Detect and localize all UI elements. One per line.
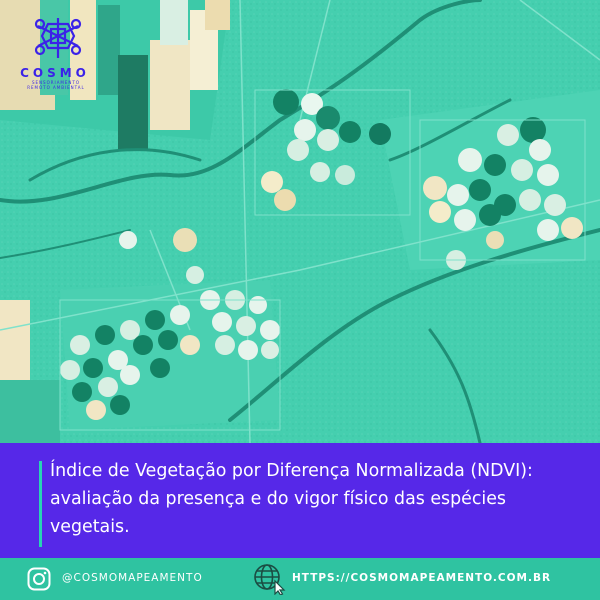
- caption-accent-bar: [39, 461, 42, 547]
- globe-cursor-icon[interactable]: [253, 563, 287, 595]
- pivot-circles: [60, 89, 583, 420]
- caption-line-3: vegetais.: [50, 517, 130, 537]
- caption-text: Índice de Vegetação por Diferença Normal…: [50, 457, 595, 541]
- website-link[interactable]: HTTPS://COSMOMAPEAMENTO.COM.BR: [292, 572, 552, 584]
- brand-name: COSMO: [20, 66, 90, 80]
- brand-tagline: SENSORIAMENTO REMOTO AMBIENTAL: [27, 80, 85, 90]
- crop-strips: [0, 0, 230, 443]
- caption-line-2: avaliação da presença e do vigor físico …: [50, 489, 506, 509]
- cosmo-logo: [34, 18, 82, 58]
- caption-panel: Índice de Vegetação por Diferença Normal…: [0, 443, 600, 558]
- instagram-handle[interactable]: @COSMOMAPEAMENTO: [62, 572, 203, 584]
- rivers: [0, 0, 600, 443]
- ndvi-satellite-image: COSMO SENSORIAMENTO REMOTO AMBIENTAL: [0, 0, 600, 443]
- field-boundaries: [59, 89, 586, 431]
- instagram-icon[interactable]: [27, 567, 51, 591]
- footer-bar: @COSMOMAPEAMENTO HTTPS://COSMOMAPEAMENTO…: [0, 558, 600, 600]
- caption-line-1: Índice de Vegetação por Diferença Normal…: [50, 461, 533, 481]
